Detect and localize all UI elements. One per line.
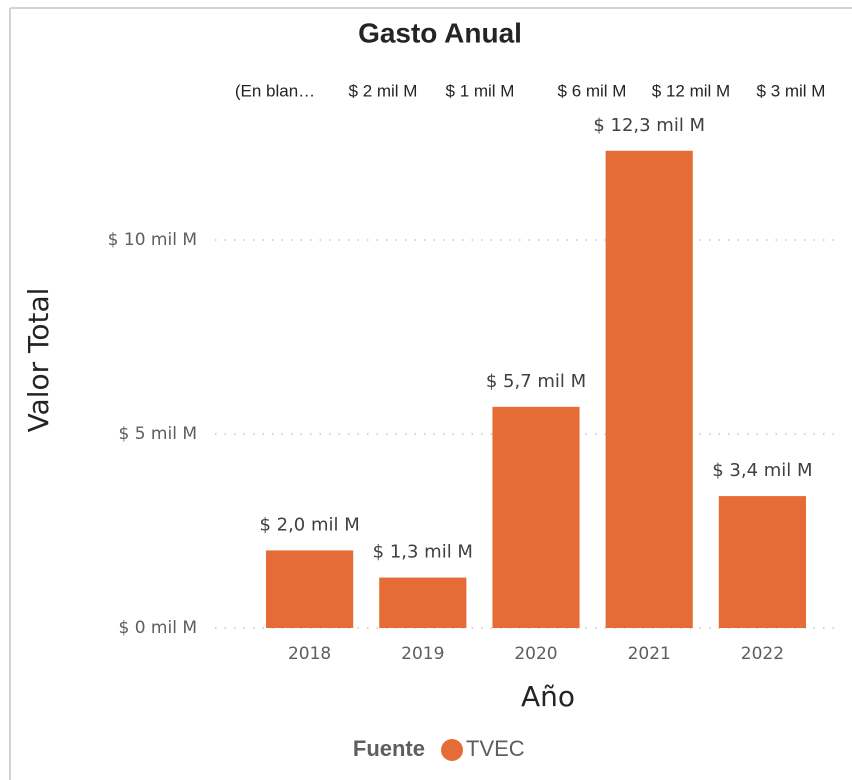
header-label: $ 6 mil M [558,81,627,100]
header-label: $ 3 mil M [757,81,826,100]
legend-marker [441,739,463,761]
bar [379,577,467,628]
y-tick-label: $ 5 mil M [118,424,197,444]
x-tick-label: 2018 [288,644,331,664]
value-label: $ 1,3 mil M [373,542,473,563]
value-label: $ 12,3 mil M [593,115,705,136]
header-label: $ 2 mil M [349,81,418,100]
y-tick-label: $ 10 mil M [108,230,197,250]
bar [492,406,580,628]
x-tick-label: 2019 [401,644,444,664]
x-tick-label: 2020 [514,644,557,664]
legend-label: TVEC [466,736,525,761]
value-label: $ 3,4 mil M [712,460,812,481]
legend-title: Fuente [353,736,425,761]
y-tick-label: $ 0 mil M [118,618,197,638]
y-axis-title: Valor Total [22,288,55,433]
bar [605,150,693,628]
x-tick-label: 2022 [741,644,784,664]
value-label: $ 2,0 mil M [259,514,359,535]
value-label: $ 5,7 mil M [486,371,586,392]
bar [266,550,354,628]
header-label: $ 12 mil M [652,81,730,100]
x-tick-label: 2021 [628,644,671,664]
x-axis-title: Año [521,680,575,713]
chart-title: Gasto Anual [358,17,522,48]
bar [718,496,806,628]
header-label: $ 1 mil M [446,81,515,100]
header-label: (En blan… [235,81,315,100]
